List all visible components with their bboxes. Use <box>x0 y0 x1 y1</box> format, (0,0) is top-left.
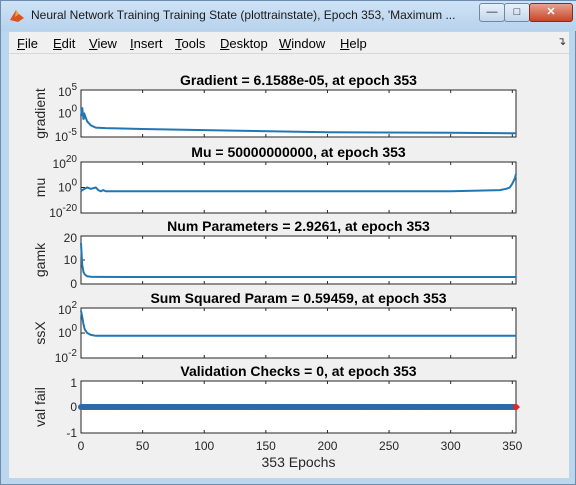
menu-window[interactable]: Window <box>279 36 326 51</box>
matlab-icon <box>10 10 24 22</box>
dock-arrow-icon[interactable]: ↴ <box>557 36 567 48</box>
plot-axes-4 <box>80 307 517 359</box>
x-tick-label: 50 <box>136 439 150 453</box>
menu-insert[interactable]: Insert <box>130 36 163 51</box>
y-tick-label: 100 <box>58 323 77 340</box>
x-tick-label: 350 <box>502 439 522 453</box>
y-tick-label: 10 <box>64 253 78 267</box>
y-axis-label-4: ssX <box>32 321 48 345</box>
x-axis-label: 353 Epochs <box>262 454 336 470</box>
menu-bar: File Edit View Insert Tools Desktop Wind… <box>9 32 569 54</box>
menu-tools[interactable]: Tools <box>175 36 206 51</box>
x-tick-label: 200 <box>317 439 337 453</box>
series-line-3 <box>80 243 516 278</box>
plot-title-3: Num Parameters = 2.9261, at epoch 353 <box>167 218 430 234</box>
title-bar[interactable]: Neural Network Training Training State (… <box>1 1 576 31</box>
y-tick-label: -1 <box>66 426 77 440</box>
menu-desktop[interactable]: Desktop <box>220 36 268 51</box>
y-tick-label: 10-2 <box>55 348 78 365</box>
series-line-4 <box>80 310 516 337</box>
y-tick-label: 105 <box>58 82 77 99</box>
plot-axes-2 <box>80 161 517 214</box>
series-line-1 <box>80 107 517 135</box>
y-tick-label: 10-5 <box>55 127 78 144</box>
y-tick-label: 100 <box>58 104 77 121</box>
menu-edit[interactable]: Edit <box>53 36 76 51</box>
y-tick-label: 10-20 <box>49 203 77 220</box>
y-tick-label: 102 <box>58 300 77 317</box>
series-line-2 <box>80 173 517 193</box>
y-tick-label: 1 <box>70 376 77 390</box>
y-axis-label-5: val fail <box>32 387 48 427</box>
y-axis-label-2: mu <box>32 178 48 197</box>
x-tick-label: 300 <box>441 439 461 453</box>
plot-title-5: Validation Checks = 0, at epoch 353 <box>180 363 416 379</box>
plot-title-2: Mu = 50000000000, at epoch 353 <box>191 144 406 160</box>
menu-file[interactable]: File <box>17 36 38 51</box>
y-tick-label: 100 <box>58 178 77 195</box>
x-tick-label: 250 <box>379 439 399 453</box>
y-axis-label-1: gradient <box>32 88 48 139</box>
x-tick-label: 100 <box>194 439 214 453</box>
menu-view[interactable]: View <box>89 36 117 51</box>
window-title: Neural Network Training Training State (… <box>31 8 456 22</box>
plot-title-1: Gradient = 6.1588e-05, at epoch 353 <box>180 72 417 88</box>
y-tick-label: 20 <box>64 231 78 245</box>
training-state-plots: Gradient = 6.1588e-05, at epoch 353 gradi… <box>32 72 523 470</box>
x-tick-label: 150 <box>256 439 276 453</box>
figure-area: Gradient = 6.1588e-05, at epoch 353 gradi… <box>9 54 569 478</box>
y-axis-label-3: gamk <box>32 242 48 277</box>
maximize-button[interactable]: □ <box>504 3 530 22</box>
menu-help[interactable]: Help <box>340 36 367 51</box>
close-button[interactable]: ✕ <box>529 3 573 22</box>
y-tick-label: 0 <box>70 400 77 414</box>
y-tick-label: 1020 <box>53 154 78 171</box>
y-tick-label: 0 <box>70 277 77 291</box>
val-fail-final-marker <box>512 403 520 411</box>
plot-title-4: Sum Squared Param = 0.59459, at epoch 35… <box>150 290 446 306</box>
minimize-button[interactable]: — <box>479 3 505 22</box>
x-tick-label: 0 <box>78 439 85 453</box>
